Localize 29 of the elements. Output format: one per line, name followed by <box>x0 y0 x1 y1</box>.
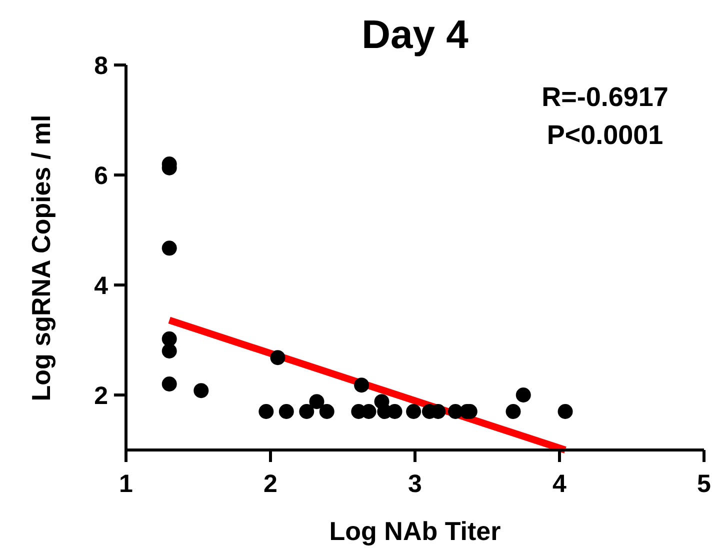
x-tick-label: 1 <box>119 470 134 498</box>
point <box>258 404 274 419</box>
point <box>319 404 334 419</box>
annotation: R=-0.6917 <box>542 82 668 112</box>
point <box>516 388 531 402</box>
y-tick-label: 2 <box>94 382 108 410</box>
x-tick-label: 2 <box>264 470 278 498</box>
point <box>558 404 573 419</box>
x-tick-label: 5 <box>697 470 712 498</box>
y-tick-label: 8 <box>94 52 108 80</box>
point <box>162 376 177 392</box>
chart-title: Day 4 <box>362 13 470 57</box>
point <box>270 350 286 366</box>
point <box>354 378 370 393</box>
x-tick-label: 3 <box>408 470 422 498</box>
point <box>194 383 209 398</box>
point <box>278 404 294 419</box>
point <box>299 404 314 419</box>
point <box>309 394 324 410</box>
x-axis-title: Log NAb Titer <box>329 516 501 546</box>
point <box>162 240 177 256</box>
point <box>162 344 177 358</box>
point <box>406 404 422 419</box>
y-axis-title: Log sgRNA Copies / ml <box>26 114 56 402</box>
point <box>506 404 521 419</box>
annotation: P<0.0001 <box>546 120 664 150</box>
x-tick-label: 4 <box>552 470 567 498</box>
y-tick-label: 6 <box>94 162 108 190</box>
y-tick-label: 4 <box>94 272 108 300</box>
